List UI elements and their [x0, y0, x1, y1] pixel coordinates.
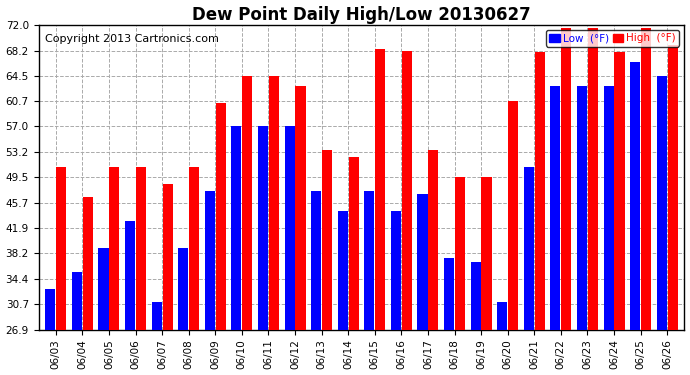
Bar: [110, 167, 119, 330]
Bar: [72, 272, 82, 330]
Bar: [189, 167, 199, 330]
Bar: [641, 28, 651, 330]
Bar: [375, 49, 385, 330]
Bar: [667, 45, 678, 330]
Bar: [295, 86, 306, 330]
Bar: [136, 167, 146, 330]
Bar: [83, 197, 93, 330]
Bar: [577, 86, 587, 330]
Bar: [152, 302, 161, 330]
Bar: [337, 211, 348, 330]
Bar: [561, 28, 571, 330]
Bar: [322, 150, 332, 330]
Bar: [402, 51, 412, 330]
Bar: [205, 190, 215, 330]
Bar: [417, 194, 428, 330]
Bar: [46, 289, 55, 330]
Bar: [284, 126, 295, 330]
Bar: [482, 177, 491, 330]
Bar: [604, 86, 613, 330]
Bar: [391, 211, 401, 330]
Bar: [508, 102, 518, 330]
Bar: [269, 76, 279, 330]
Bar: [455, 177, 465, 330]
Bar: [614, 52, 624, 330]
Bar: [588, 28, 598, 330]
Bar: [471, 262, 481, 330]
Bar: [178, 248, 188, 330]
Bar: [535, 52, 545, 330]
Bar: [99, 248, 108, 330]
Bar: [551, 86, 560, 330]
Bar: [242, 76, 253, 330]
Bar: [444, 258, 454, 330]
Bar: [348, 157, 359, 330]
Bar: [216, 103, 226, 330]
Bar: [125, 221, 135, 330]
Bar: [657, 76, 667, 330]
Bar: [163, 184, 172, 330]
Text: Copyright 2013 Cartronics.com: Copyright 2013 Cartronics.com: [45, 34, 219, 44]
Bar: [364, 190, 375, 330]
Bar: [56, 167, 66, 330]
Bar: [311, 190, 322, 330]
Bar: [497, 302, 507, 330]
Legend: Low  (°F), High  (°F): Low (°F), High (°F): [546, 30, 679, 46]
Bar: [630, 62, 640, 330]
Title: Dew Point Daily High/Low 20130627: Dew Point Daily High/Low 20130627: [192, 6, 531, 24]
Bar: [524, 167, 534, 330]
Bar: [258, 126, 268, 330]
Bar: [428, 150, 438, 330]
Bar: [231, 126, 241, 330]
